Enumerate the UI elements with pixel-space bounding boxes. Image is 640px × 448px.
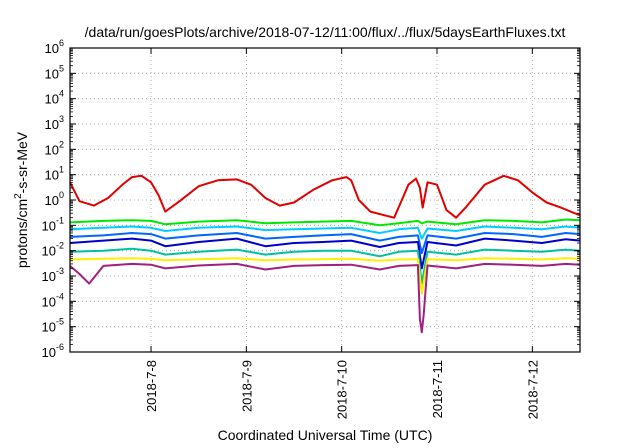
y-tick-label-base: 10	[42, 345, 56, 360]
y-tick-label-base: 10	[45, 142, 59, 157]
series-line-2	[69, 218, 581, 227]
series-line-1	[69, 174, 581, 219]
x-tick-labels: 2018-7-8 2018-7-9 2018-7-10 2018-7-11 2018-7…	[144, 360, 540, 419]
series-group	[69, 174, 581, 334]
series-line-6	[69, 247, 581, 285]
y-tick-label-base: 10	[45, 117, 59, 132]
y-axis-label: protons/cm2-s-sr-MeV	[13, 131, 30, 268]
y-tick-label-exp: 2	[59, 139, 64, 149]
y-tick-label-exp: 4	[59, 89, 64, 99]
grid	[70, 48, 580, 352]
y-tick-label-base: 10	[45, 41, 59, 56]
y-tick-label: 104	[45, 89, 64, 107]
y-tick-label: 10-5	[42, 317, 64, 335]
y-tick-label-exp: -2	[56, 241, 64, 251]
y-tick-label-base: 10	[42, 294, 56, 309]
y-tick-label-base: 10	[45, 193, 59, 208]
x-tick-label: 2018-7-10	[335, 360, 350, 419]
y-tick-label: 102	[45, 139, 64, 157]
y-tick-label: 10-6	[42, 342, 64, 360]
series-line-7	[69, 257, 581, 295]
series-line-5	[69, 237, 581, 270]
y-tick-label-exp: 0	[59, 190, 64, 200]
y-tick-label-exp: -3	[56, 266, 64, 276]
series-line-4	[69, 232, 581, 255]
y-tick-label-base: 10	[45, 168, 59, 183]
y-tick-label-base: 10	[42, 218, 56, 233]
y-tick-label-exp: 1	[59, 165, 64, 175]
y-tick-label-exp: 3	[59, 114, 64, 124]
y-tick-label-base: 10	[42, 320, 56, 335]
y-tick-label-exp: -1	[56, 215, 64, 225]
y-tick-label: 101	[45, 165, 64, 183]
y-tick-label-exp: 6	[59, 38, 64, 48]
y-tick-label: 10-2	[42, 241, 64, 259]
x-tick-label: 2018-7-9	[239, 360, 254, 412]
series-line-3	[69, 225, 581, 240]
y-tick-label-exp: -5	[56, 317, 64, 327]
x-axis-label: Coordinated Universal Time (UTC)	[218, 427, 433, 443]
y-tick-label: 10-4	[42, 291, 64, 309]
y-axis-label-rest: -s-sr-MeV	[14, 131, 30, 193]
y-tick-label-exp: -6	[56, 342, 64, 352]
y-tick-label: 106	[45, 38, 64, 56]
y-tick-label: 100	[45, 190, 64, 208]
series-line-8	[69, 262, 581, 334]
y-tick-label-base: 10	[42, 269, 56, 284]
y-tick-label-base: 10	[45, 66, 59, 81]
y-tick-label-base: 10	[45, 92, 59, 107]
chart-title: /data/run/goesPlots/archive/2018-07-12/1…	[85, 24, 566, 40]
y-axis-label-sup: 2	[13, 193, 24, 199]
y-tick-label: 10-3	[42, 266, 64, 284]
ticks	[70, 47, 580, 353]
y-tick-labels: 10-610-510-410-310-210-11001011021031041…	[42, 38, 64, 360]
y-tick-label: 10-1	[42, 215, 64, 233]
y-tick-label-exp: -4	[56, 291, 64, 301]
y-tick-label: 103	[45, 114, 64, 132]
x-tick-label: 2018-7-12	[525, 360, 540, 419]
y-tick-label: 105	[45, 63, 64, 81]
y-tick-label-base: 10	[42, 244, 56, 259]
x-tick-label: 2018-7-8	[144, 360, 159, 412]
y-axis-label-base: protons/cm	[14, 199, 30, 268]
y-tick-label-exp: 5	[59, 63, 64, 73]
x-tick-label: 2018-7-11	[430, 360, 445, 418]
